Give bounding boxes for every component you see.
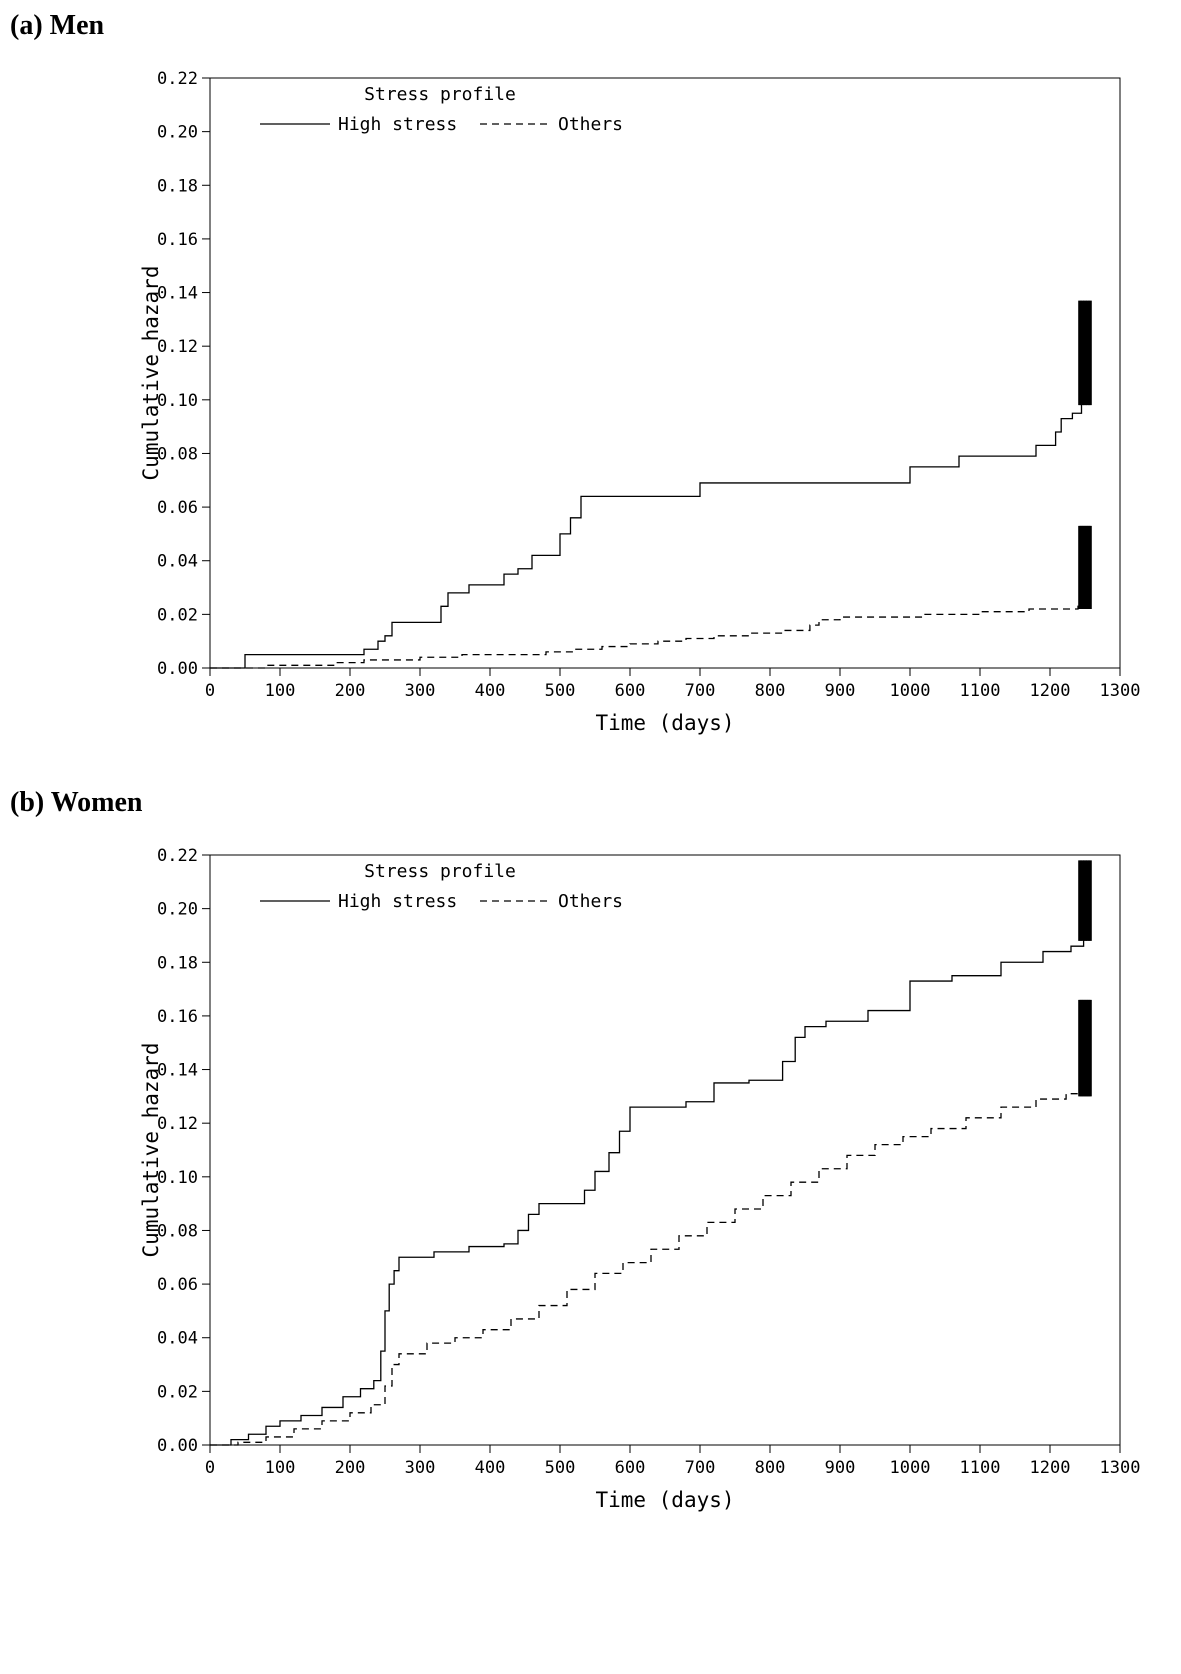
y-tick-label: 0.12 — [157, 337, 198, 357]
series-others — [210, 1083, 1091, 1445]
y-tick-label: 0.18 — [157, 176, 198, 196]
x-axis-label: Time (days) — [595, 711, 734, 735]
legend-title: Stress profile — [364, 861, 516, 882]
x-tick-label: 400 — [475, 1458, 506, 1478]
y-tick-label: 0.16 — [157, 230, 198, 250]
y-tick-label: 0.20 — [157, 900, 198, 920]
panel-title-women: (b) Women — [0, 787, 1181, 819]
y-tick-label: 0.12 — [157, 1114, 198, 1134]
x-tick-label: 300 — [405, 1458, 436, 1478]
x-tick-label: 600 — [615, 1458, 646, 1478]
y-axis-label: Cumulative hazard — [140, 266, 163, 481]
y-tick-label: 0.00 — [157, 1436, 198, 1456]
x-tick-label: 0 — [205, 681, 215, 701]
x-tick-label: 800 — [755, 681, 786, 701]
x-tick-label: 1200 — [1030, 1458, 1071, 1478]
y-tick-label: 0.16 — [157, 1007, 198, 1027]
y-tick-label: 0.04 — [157, 552, 198, 572]
x-tick-label: 400 — [475, 681, 506, 701]
chart-men-svg: 0.00 0.02 0.04 0.06 0.08 0.10 0.12 0.14 0.16 0.18… — [140, 48, 1140, 748]
legend-label-high: High stress — [338, 114, 457, 135]
series-others — [210, 604, 1089, 668]
chart-women-svg: 0.00 0.02 0.04 0.06 0.08 0.10 0.12 0.14 0.16 0.18… — [140, 825, 1140, 1525]
y-tick-label: 0.22 — [157, 69, 198, 89]
x-tick-label: 0 — [205, 1458, 215, 1478]
x-tick-label: 500 — [545, 681, 576, 701]
x-tick-label: 900 — [825, 1458, 856, 1478]
series-high-stress — [210, 914, 1089, 1445]
series-high-stress — [210, 373, 1087, 668]
y-tick-label: 0.20 — [157, 123, 198, 143]
y-tick-label: 0.02 — [157, 1382, 198, 1402]
y-tick-label: 0.02 — [157, 605, 198, 625]
x-tick-label: 1000 — [890, 1458, 931, 1478]
x-tick-label: 200 — [335, 1458, 366, 1478]
y-tick-label: 0.06 — [157, 498, 198, 518]
legend-label-high: High stress — [338, 891, 457, 912]
x-tick-label: 1100 — [960, 681, 1001, 701]
legend-title: Stress profile — [364, 84, 516, 105]
x-tick-label: 900 — [825, 681, 856, 701]
x-tick-label: 700 — [685, 681, 716, 701]
x-tick-label: 800 — [755, 1458, 786, 1478]
y-tick-label: 0.14 — [157, 284, 198, 304]
x-axis-label: Time (days) — [595, 1488, 734, 1512]
legend-label-others: Others — [558, 891, 623, 912]
y-tick-label: 0.06 — [157, 1275, 198, 1295]
y-tick-label: 0.00 — [157, 659, 198, 679]
x-tick-label: 500 — [545, 1458, 576, 1478]
y-tick-label: 0.14 — [157, 1061, 198, 1081]
chart-women: 0.00 0.02 0.04 0.06 0.08 0.10 0.12 0.14 0.16 0.18… — [140, 825, 1181, 1530]
x-tick-label: 1000 — [890, 681, 931, 701]
plot-frame — [210, 855, 1120, 1445]
y-tick-label: 0.10 — [157, 1168, 198, 1188]
x-tick-label: 200 — [335, 681, 366, 701]
y-tick-label: 0.22 — [157, 846, 198, 866]
x-tick-label: 1300 — [1100, 681, 1140, 701]
plot-frame — [210, 78, 1120, 668]
y-tick-label: 0.08 — [157, 444, 198, 464]
y-tick-label: 0.18 — [157, 953, 198, 973]
x-tick-label: 100 — [265, 1458, 296, 1478]
y-tick-label: 0.08 — [157, 1221, 198, 1241]
chart-men: 0.00 0.02 0.04 0.06 0.08 0.10 0.12 0.14 0.16 0.18… — [140, 48, 1181, 753]
panel-title-men: (a) Men — [0, 10, 1181, 42]
y-axis-label: Cumulative hazard — [140, 1043, 163, 1258]
legend-label-others: Others — [558, 114, 623, 135]
y-tick-label: 0.04 — [157, 1329, 198, 1349]
x-tick-label: 300 — [405, 681, 436, 701]
x-tick-label: 1200 — [1030, 681, 1071, 701]
x-tick-label: 1100 — [960, 1458, 1001, 1478]
x-tick-label: 600 — [615, 681, 646, 701]
x-tick-label: 1300 — [1100, 1458, 1140, 1478]
y-tick-label: 0.10 — [157, 391, 198, 411]
x-tick-label: 700 — [685, 1458, 716, 1478]
x-tick-label: 100 — [265, 681, 296, 701]
